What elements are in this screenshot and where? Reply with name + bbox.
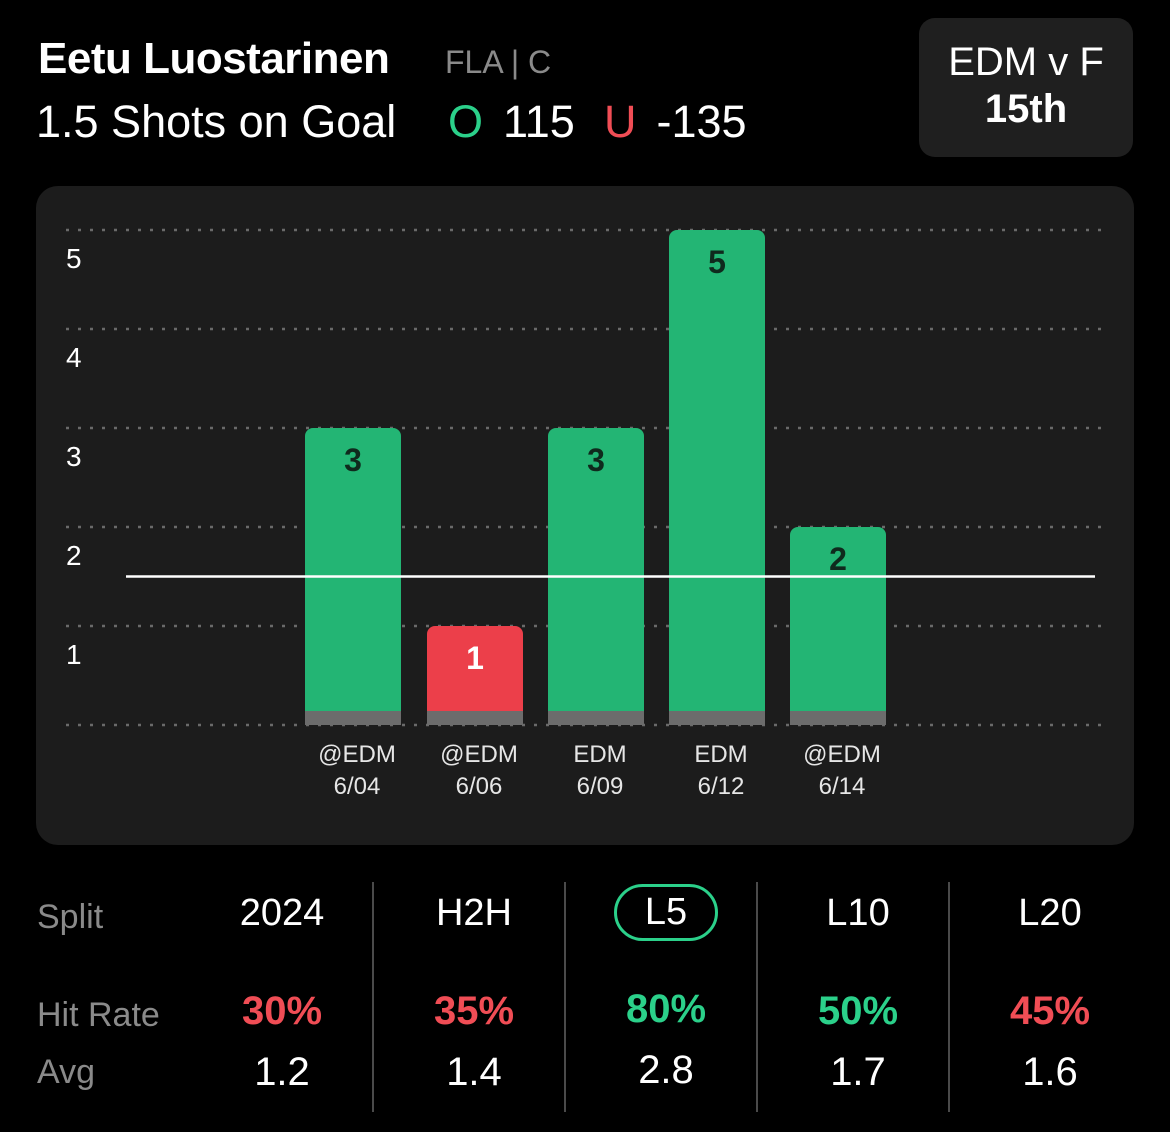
split-tab[interactable]: L20 (1018, 892, 1082, 934)
bar-base (427, 711, 523, 725)
avg-value: 1.4 (446, 1050, 502, 1094)
avg-value: 2.8 (638, 1048, 694, 1092)
bar-base (790, 711, 886, 725)
hit-rate-value: 35% (433, 989, 515, 1033)
y-tick-label: 2 (66, 540, 82, 571)
hit-rate-value: 80% (625, 987, 707, 1031)
shots-chart: 1 2 3 4 5 3 @EDM 6/04 1 @EDM 6/06 3 EDM 6/09 5 EDM 6/12 2… (66, 228, 1102, 800)
y-tick-label: 3 (66, 441, 82, 472)
under-symbol: U (604, 96, 637, 147)
x-tick-date: 6/14 (819, 773, 866, 800)
split-tab[interactable]: H2H (435, 892, 513, 934)
y-tick-label: 5 (66, 243, 82, 274)
bar-value-label: 2 (829, 541, 847, 577)
split-column-l5[interactable]: L5 80% 2.8 (570, 884, 762, 1093)
bar-value-label: 1 (466, 640, 484, 676)
hit-rate-value: 50% (817, 989, 899, 1033)
split-column-2024[interactable]: 2024 30% 1.2 (186, 892, 378, 1095)
avg-value: 1.2 (254, 1050, 310, 1094)
over-symbol: O (448, 96, 484, 147)
matchup-game: 15th (984, 87, 1068, 131)
split-column-l20[interactable]: L20 45% 1.6 (954, 892, 1146, 1095)
column-divider (564, 882, 566, 1112)
hit-rate-row-label: Hit Rate (37, 996, 160, 1034)
column-divider (948, 882, 950, 1112)
split-column-l10[interactable]: L10 50% 1.7 (762, 892, 954, 1095)
x-tick-date: 6/06 (456, 773, 503, 800)
bar-base (669, 711, 765, 725)
bar[interactable] (427, 626, 523, 725)
bar-base (305, 711, 401, 725)
bar[interactable] (669, 230, 765, 725)
split-column-h2h[interactable]: H2H 35% 1.4 (378, 892, 570, 1095)
x-tick-opponent: EDM (694, 741, 747, 768)
bar-value-label: 3 (344, 442, 362, 478)
player-team-position: FLA | C (445, 44, 552, 80)
prop-line: 1.5 Shots on Goal (36, 96, 397, 147)
avg-value: 1.6 (1022, 1050, 1078, 1094)
x-tick-date: 6/12 (698, 773, 745, 800)
y-tick-label: 4 (66, 342, 82, 373)
over-odds-button[interactable]: O 115 (448, 96, 575, 148)
split-tab[interactable]: L5 (613, 884, 719, 941)
avg-row-label: Avg (37, 1053, 95, 1091)
y-tick-label: 1 (66, 639, 82, 670)
matchup-teams: EDM v F (948, 40, 1104, 84)
x-tick-opponent: EDM (573, 741, 626, 768)
hit-rate-value: 30% (241, 989, 323, 1033)
column-divider (372, 882, 374, 1112)
under-odds-button[interactable]: U -135 (604, 96, 747, 148)
split-tab[interactable]: L10 (826, 892, 890, 934)
x-tick-date: 6/09 (577, 773, 624, 800)
hit-rate-value: 45% (1009, 989, 1091, 1033)
player-name: Eetu Luostarinen (38, 34, 390, 83)
matchup-card[interactable]: EDM v F 15th (919, 18, 1133, 157)
bar-base (548, 711, 644, 725)
bar-value-label: 3 (587, 442, 605, 478)
column-divider (756, 882, 758, 1112)
x-tick-opponent: @EDM (803, 741, 881, 768)
over-odds: 115 (503, 96, 575, 147)
split-row-label: Split (37, 898, 104, 936)
x-tick-date: 6/04 (334, 773, 381, 800)
under-odds: -135 (656, 96, 747, 147)
x-tick-opponent: @EDM (318, 741, 396, 768)
x-tick-opponent: @EDM (440, 741, 518, 768)
split-tab[interactable]: 2024 (239, 892, 325, 934)
bar-value-label: 5 (708, 244, 726, 280)
avg-value: 1.7 (830, 1050, 886, 1094)
